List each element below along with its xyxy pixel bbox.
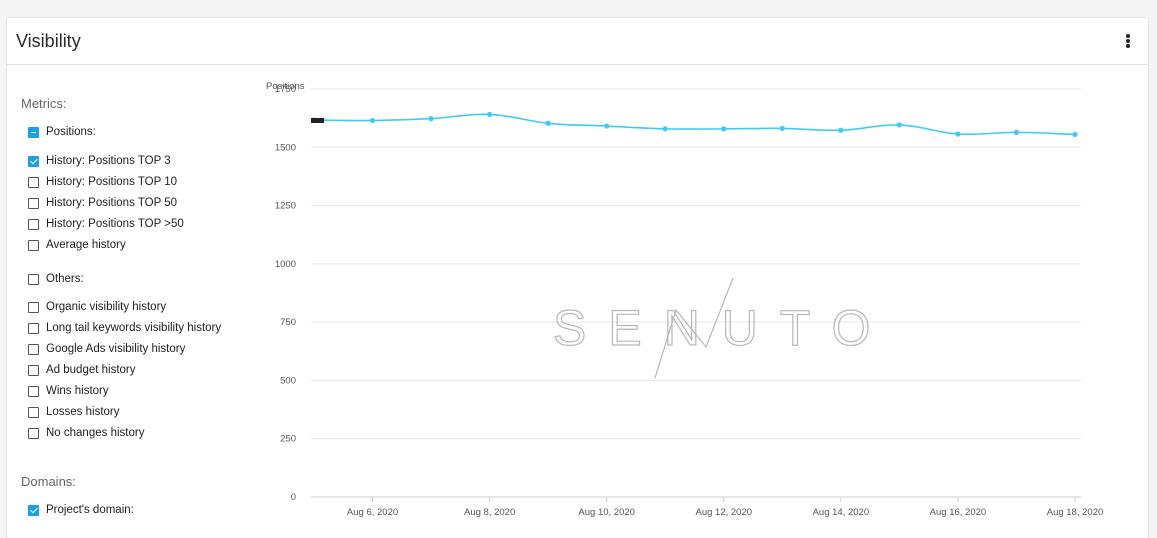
metric-checkbox-losses[interactable]: Losses history [28,404,120,420]
metric-checkbox-top-over-50[interactable]: History: Positions TOP >50 [28,216,184,232]
domain-label: Project's domain: [46,504,134,516]
x-tick-label: Aug 8, 2020 [464,507,515,518]
metric-checkbox-no-changes[interactable]: No changes history [28,425,144,441]
metric-label: History: Positions TOP 50 [46,197,178,209]
data-point[interactable] [721,126,727,132]
x-tick-label: Aug 6, 2020 [347,507,398,518]
y-tick-label: 500 [280,375,296,386]
metric-label: Losses history [46,406,120,418]
x-tick-label: Aug 10, 2020 [578,507,635,518]
metric-checkbox-wins[interactable]: Wins history [28,383,109,399]
data-point[interactable] [779,125,785,132]
y-axis-title: Positions [266,81,305,92]
positions-group-label: Positions: [46,126,96,138]
metrics-sidebar: Metrics: Positions: History: Positions T… [0,0,250,533]
checkbox-icon[interactable] [28,406,39,418]
domains-title: Domains: [21,474,76,489]
others-group-checkbox[interactable]: Others: [28,271,84,287]
data-point[interactable] [545,120,551,126]
y-tick-label: 1500 [275,142,296,153]
data-point[interactable] [955,131,961,137]
checkbox-icon[interactable] [28,322,39,334]
checkbox-icon[interactable] [28,239,39,251]
metric-label: Wins history [46,385,109,397]
x-axis-ticks: Aug 6, 2020 Aug 8, 2020 Aug 10, 2020 Aug 12… [347,497,1103,518]
others-group-label: Others: [46,273,84,285]
metric-label: Ad budget history [46,364,136,376]
metric-checkbox-google-ads[interactable]: Google Ads visibility history [28,341,185,357]
data-point[interactable] [428,116,434,122]
metric-checkbox-top50[interactable]: History: Positions TOP 50 [28,195,177,211]
data-point[interactable] [369,117,376,124]
x-tick-label: Aug 14, 2020 [813,507,870,518]
card-header: Visibility [7,18,1148,65]
data-point[interactable] [1072,131,1078,138]
metric-label: History: Positions TOP >50 [46,218,184,230]
checkbox-icon[interactable] [28,343,39,355]
checkbox-icon[interactable] [28,176,39,188]
metric-checkbox-ad-budget[interactable]: Ad budget history [28,362,136,378]
metric-checkbox-organic[interactable]: Organic visibility history [28,299,166,315]
metrics-title: Metrics: [21,96,67,111]
metric-label: Long tail keywords visibility history [46,322,222,334]
y-axis-ticks: 0 250 500 750 1000 1250 1500 1750 [275,84,296,503]
metric-label: Average history [46,239,126,251]
metric-label: History: Positions TOP 3 [46,155,171,167]
metric-label: No changes history [46,427,145,439]
metric-checkbox-long-tail[interactable]: Long tail keywords visibility history [28,320,221,336]
card-title: Visibility [16,31,81,51]
y-tick-label: 250 [280,434,296,445]
tooltip-marker [311,118,324,123]
x-tick-label: Aug 12, 2020 [696,507,753,518]
checkbox-icon[interactable] [28,301,39,313]
checkbox-checked-icon[interactable] [28,504,39,516]
data-point[interactable] [896,122,902,128]
series-points [311,111,1078,138]
checkbox-icon[interactable] [28,218,39,230]
checkbox-checked-icon[interactable] [28,155,39,167]
y-tick-label: 1750 [275,84,296,95]
watermark-text: SENUTO [553,300,892,356]
data-point[interactable] [487,111,493,118]
checkbox-icon[interactable] [28,385,39,397]
metric-checkbox-average[interactable]: Average history [28,237,126,253]
y-tick-label: 1000 [275,259,296,270]
metric-label: Google Ads visibility history [46,343,186,355]
data-point[interactable] [604,123,610,129]
metric-checkbox-top10[interactable]: History: Positions TOP 10 [28,174,177,190]
data-point[interactable] [662,126,668,132]
x-tick-label: Aug 18, 2020 [1047,507,1104,518]
y-tick-label: 0 [291,492,296,503]
watermark-zigzag [654,277,734,379]
x-tick-label: Aug 16, 2020 [930,507,987,518]
checkbox-icon[interactable] [28,197,39,209]
metric-checkbox-top3[interactable]: History: Positions TOP 3 [28,153,171,169]
checkbox-icon[interactable] [28,427,39,439]
data-point[interactable] [1013,129,1020,135]
checkbox-icon[interactable] [28,273,39,285]
more-vertical-icon[interactable] [1123,32,1133,50]
data-point[interactable] [838,127,844,133]
y-tick-label: 1250 [275,201,296,212]
checkbox-icon[interactable] [28,364,39,376]
positions-group-checkbox[interactable]: Positions: [28,124,96,140]
senuto-watermark: SENUTO [552,277,892,379]
domain-checkbox-project[interactable]: Project's domain: [28,502,134,518]
chart-grid [311,88,1081,498]
visibility-card: Visibility [7,18,1148,538]
metric-label: Organic visibility history [46,301,167,313]
y-tick-label: 750 [280,317,296,328]
metric-label: History: Positions TOP 10 [46,176,178,188]
series-line [313,113,1076,136]
checkbox-indeterminate-icon[interactable] [28,126,39,138]
